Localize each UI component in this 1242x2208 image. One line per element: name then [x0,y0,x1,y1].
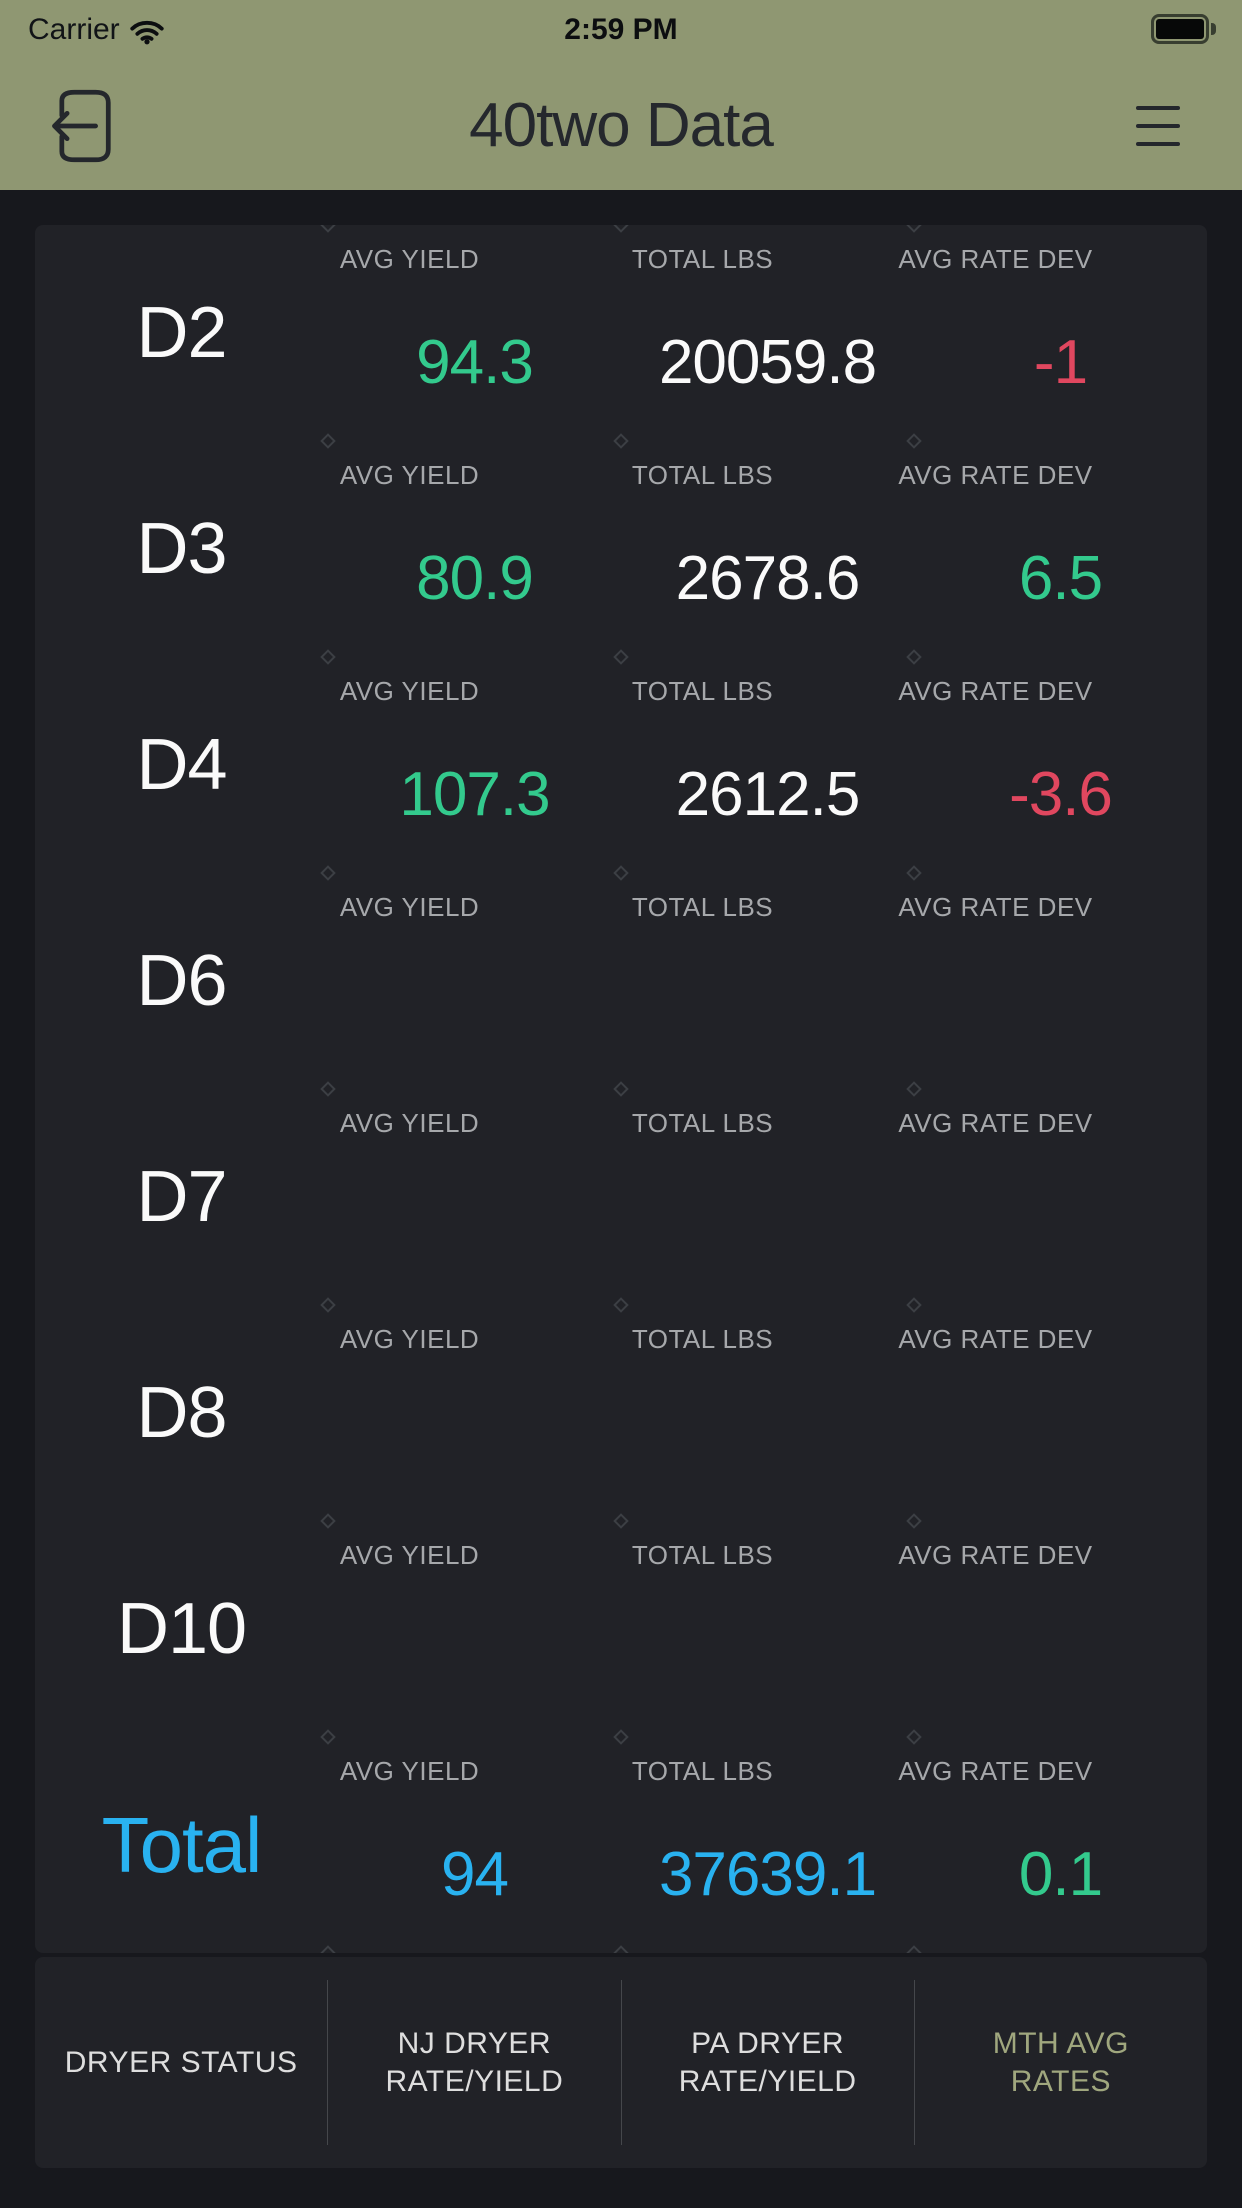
table-row-total: Total AVG YIELD TOTAL LBS AVG RATE DEV 9… [35,1729,1207,1953]
table-row-d3: D3 AVG YIELD TOTAL LBS AVG RATE DEV 80.9… [35,433,1207,657]
avg-yield-value: 94 [441,1839,509,1909]
column-header-avg-rate-dev: AVG RATE DEV [898,243,1093,274]
battery-icon [1151,14,1216,44]
table-row-d4: D4 AVG YIELD TOTAL LBS AVG RATE DEV 107.… [35,649,1207,873]
nav-bar: 40two Data [0,60,1242,190]
status-bar: Carrier 2:59 PM [0,0,1242,60]
total-lbs-value: 37639.1 [658,1839,877,1909]
avg-yield-value: 80.9 [416,543,534,613]
avg-rate-dev-value: -3.6 [1009,759,1113,829]
row-separator-diamond [906,225,922,233]
app-header: Carrier 2:59 PM 40two Da [0,0,1242,190]
column-header-avg-yield: AVG YIELD [339,1539,480,1570]
logout-icon[interactable] [48,88,120,164]
tab-nj-dryer-rate-yield[interactable]: NJ DRYER RATE/YIELD [328,1957,620,2168]
row-separator-diamond [320,225,336,233]
row-separator-diamond [613,225,629,233]
total-lbs-value: 2612.5 [675,759,861,829]
column-header-avg-rate-dev: AVG RATE DEV [898,1539,1093,1570]
tab-divider [913,1980,915,2145]
tab-label: DRYER STATUS [64,2045,298,2079]
total-lbs-value: 20059.8 [658,327,877,397]
tab-label: NJ DRYER RATE/YIELD [385,2026,564,2098]
status-left: Carrier [28,0,164,60]
dryer-name: D3 [136,509,227,589]
dryer-name: D10 [116,1589,247,1669]
tab-mth-avg-rates[interactable]: MTH AVG RATES [915,1957,1207,2168]
tab-pa-dryer-rate-yield[interactable]: PA DRYER RATE/YIELD [622,1957,914,2168]
table-row-d8: D8 AVG YIELD TOTAL LBS AVG RATE DEV [35,1297,1207,1521]
avg-yield-value: 94.3 [416,327,534,397]
wifi-icon [130,20,164,45]
column-header-avg-yield: AVG YIELD [339,891,480,922]
column-header-avg-yield: AVG YIELD [339,459,480,490]
status-time: 2:59 PM [564,13,678,46]
row-separator-diamond [320,1945,336,1953]
column-header-avg-rate-dev: AVG RATE DEV [898,459,1093,490]
table-row-d2: D2 AVG YIELD TOTAL LBS AVG RATE DEV 94.3… [35,225,1207,441]
column-header-avg-yield: AVG YIELD [339,1107,480,1138]
column-header-total-lbs: TOTAL LBS [631,1755,774,1786]
avg-rate-dev-value: -1 [1033,327,1088,397]
dryer-name: D4 [136,725,227,805]
avg-rate-dev-value: 0.1 [1018,1839,1103,1909]
table-row-d6: D6 AVG YIELD TOTAL LBS AVG RATE DEV [35,865,1207,1089]
column-header-avg-yield: AVG YIELD [339,1323,480,1354]
column-header-total-lbs: TOTAL LBS [631,459,774,490]
row-separator-diamond [906,1945,922,1953]
table-row-d7: D7 AVG YIELD TOTAL LBS AVG RATE DEV [35,1081,1207,1305]
dryer-name: D2 [136,293,227,373]
column-header-avg-rate-dev: AVG RATE DEV [898,1755,1093,1786]
tab-label: PA DRYER RATE/YIELD [678,2026,857,2098]
column-header-total-lbs: TOTAL LBS [631,891,774,922]
tab-divider [620,1980,622,2145]
row-separator-diamond [613,1945,629,1953]
dryer-name: D8 [136,1373,227,1453]
avg-rate-dev-value: 6.5 [1018,543,1103,613]
column-header-total-lbs: TOTAL LBS [631,1323,774,1354]
column-header-total-lbs: TOTAL LBS [631,1539,774,1570]
battery-body [1151,14,1209,44]
column-header-avg-yield: AVG YIELD [339,243,480,274]
bottom-tab-bar: DRYER STATUS NJ DRYER RATE/YIELD PA DRYE… [35,1957,1207,2168]
dryer-name: D7 [136,1157,227,1237]
total-label: Total [101,1800,263,1889]
carrier-label: Carrier [28,13,120,46]
column-header-avg-rate-dev: AVG RATE DEV [898,1323,1093,1354]
dryer-data-card: D2 AVG YIELD TOTAL LBS AVG RATE DEV 94.3… [35,225,1207,1953]
avg-yield-value: 107.3 [399,759,550,829]
column-header-total-lbs: TOTAL LBS [631,1107,774,1138]
tab-dryer-status[interactable]: DRYER STATUS [35,1957,327,2168]
hamburger-menu-icon[interactable] [1136,100,1184,152]
column-header-total-lbs: TOTAL LBS [631,243,774,274]
column-header-avg-rate-dev: AVG RATE DEV [898,1107,1093,1138]
tab-divider [327,1980,329,2145]
dryer-name: D6 [136,941,227,1021]
column-header-avg-yield: AVG YIELD [339,1755,480,1786]
column-header-avg-rate-dev: AVG RATE DEV [898,675,1093,706]
tab-label: MTH AVG RATES [992,2026,1130,2098]
battery-nub [1211,23,1216,35]
column-header-avg-rate-dev: AVG RATE DEV [898,891,1093,922]
page-title: 40two Data [469,90,774,160]
column-header-total-lbs: TOTAL LBS [631,675,774,706]
battery-fill [1156,19,1204,39]
column-header-avg-yield: AVG YIELD [339,675,480,706]
total-lbs-value: 2678.6 [675,543,861,613]
table-row-d10: D10 AVG YIELD TOTAL LBS AVG RATE DEV [35,1513,1207,1737]
